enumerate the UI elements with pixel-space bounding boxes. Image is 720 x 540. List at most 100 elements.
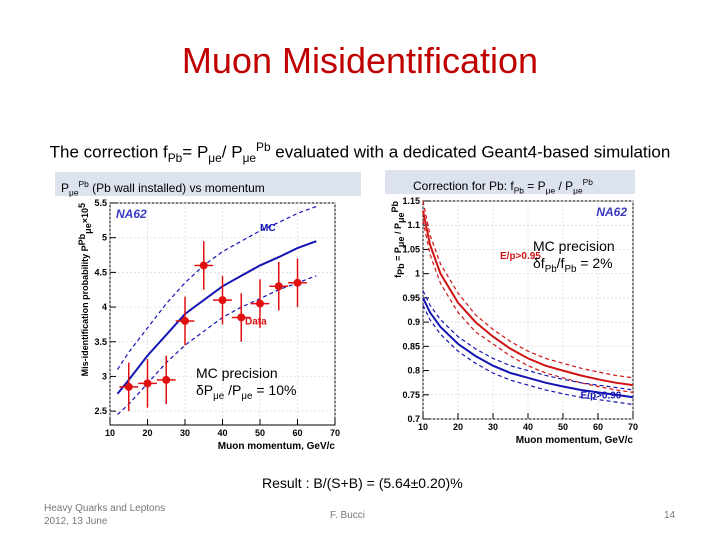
chart0-data-point <box>218 296 227 305</box>
chart1-y-tick-label: 0.8 <box>407 366 420 376</box>
chart0-data-point <box>124 382 133 391</box>
mc-note-right-formula: δfPb/fPb = 2% <box>533 255 613 275</box>
chart0-mc-label: MC <box>260 223 276 234</box>
chart1-y-tick-label: 0.7 <box>407 414 420 424</box>
chart0-data-label: Data <box>245 316 267 327</box>
chart0-x-tick-label: 50 <box>255 428 265 438</box>
chart1-series-line <box>422 304 634 406</box>
chart0-x-tick-label: 60 <box>292 428 302 438</box>
chart0-y-axis-label-part: Pb <box>77 233 87 245</box>
chart1-series-line <box>422 297 634 399</box>
chart1-x-tick-label: 60 <box>593 422 603 432</box>
subtitle-sub-2: μe <box>208 151 222 166</box>
chart1-ep095-label: E/p>0.95 <box>500 251 541 262</box>
chart0-y-axis-label-part: ×10 <box>80 208 90 223</box>
chart1-x-tick-label: 20 <box>453 422 463 432</box>
result-text: Result : B/(S+B) = (5.64±0.20)% <box>262 475 463 491</box>
chart0-data-point <box>162 375 171 384</box>
chart1-y-tick-label: 0.75 <box>402 390 420 400</box>
subtitle-text-1: The correction f <box>49 142 168 162</box>
chart0-y-tick-label: 3 <box>102 371 107 381</box>
chart1-experiment-label: NA62 <box>596 205 627 219</box>
chart0-y-tick-label: 3.5 <box>94 337 107 347</box>
chart1-y-tick-label: 0.85 <box>402 341 420 351</box>
chart0-data-point <box>237 313 246 322</box>
right-label-text-2: = P <box>523 179 546 193</box>
chart1-series-line <box>422 220 634 393</box>
chart1-series-line <box>422 200 634 379</box>
chart0-y-axis-label-part: Mis-identification probability P <box>80 245 90 376</box>
slide-title: Muon Misidentification <box>181 40 539 81</box>
chart0-y-axis-label-part: 5 <box>77 203 87 208</box>
chart1-ep090-label: E/p>0.90 <box>581 391 622 402</box>
chart0-x-axis-label: Muon momentum, GeV/c <box>218 441 336 450</box>
right-label-sub-2: μe <box>545 185 556 196</box>
chart0-y-tick-label: 5 <box>102 233 107 243</box>
chart1-x-tick-label: 30 <box>488 422 498 432</box>
chart1-y-axis-label-part: Pb <box>396 263 406 275</box>
chart0-series-line <box>117 275 317 416</box>
right-label-text-3: / P <box>555 179 574 193</box>
chart1-x-axis-label: Muon momentum, GeV/c <box>516 435 634 446</box>
chart1-y-axis-label-part: / P <box>393 223 403 237</box>
right-label-sup: Pb <box>582 177 593 187</box>
chart1-y-tick-label: 0.95 <box>402 293 420 303</box>
chart0-series-line <box>116 240 317 395</box>
footer-event-line1: Heavy Quarks and Leptons <box>44 503 166 514</box>
chart0-y-axis-label-part: μe <box>83 223 93 234</box>
chart0-y-tick-label: 4 <box>102 302 107 312</box>
mc-precision-note-left: MC precision δPμe /Pμe = 10% <box>196 365 296 405</box>
mc-precision-note-right: MC precision δfPb/fPb = 2% <box>533 238 615 278</box>
chart0-y-tick-label: 5.5 <box>94 198 107 208</box>
chart0-y-tick-label: 4.5 <box>94 267 107 277</box>
chart0-x-tick-label: 40 <box>217 428 227 438</box>
left-label-rest: (Pb wall installed) vs momentum <box>88 181 265 195</box>
chart0-y-tick-label: 2.5 <box>94 406 107 416</box>
mc-note-left-title: MC precision <box>196 365 278 381</box>
chart0-x-tick-label: 20 <box>142 428 152 438</box>
mc-note-right-title: MC precision <box>533 238 615 254</box>
chart1-y-tick-label: 0.9 <box>407 317 420 327</box>
mc-note-left-formula: δPμe /Pμe = 10% <box>196 382 297 402</box>
slide-subtitle: The correction fPb= Pμe/ PμePb evaluated… <box>0 140 720 165</box>
page-number: 14 <box>664 510 676 521</box>
chart1-y-axis-label: fPb = Pμe / PμePb <box>390 201 406 278</box>
chart0-data-point <box>143 379 152 388</box>
left-label-sup: Pb <box>78 179 89 189</box>
chart0-x-tick-label: 70 <box>330 428 340 438</box>
left-label-p: P <box>61 181 70 195</box>
right-label-text-1: Correction for Pb: f <box>413 179 514 193</box>
left-plot-label: PμePb (Pb wall installed) vs momentum <box>55 172 361 198</box>
subtitle-text-3: / P <box>221 142 243 162</box>
subtitle-text-4: evaluated with a dedicated Geant4-based … <box>270 142 671 162</box>
chart1-x-tick-label: 40 <box>523 422 533 432</box>
right-chart: 10 20 30 40 50 60 70 0.7 0.75 0.8 0.85 0.9 0.95 1 1.05… <box>390 196 638 446</box>
chart1-y-axis-label-part: = P <box>393 247 403 263</box>
chart0-y-axis-label: Mis-identification probability PPbμe×105 <box>77 203 93 376</box>
subtitle-sup-1: Pb <box>256 140 271 154</box>
chart1-y-axis-label-part: μe <box>396 237 406 248</box>
right-plot-label: Correction for Pb: fPb = Pμe / PμePb <box>385 170 635 196</box>
left-label-sub: μe <box>69 187 79 198</box>
chart0-series-line <box>116 205 317 370</box>
chart0-experiment-label: NA62 <box>116 207 147 221</box>
chart1-y-tick-label: 1.05 <box>402 244 420 254</box>
chart0-data-point <box>293 278 302 287</box>
chart1-x-tick-label: 10 <box>418 422 428 432</box>
right-label-sub-1: Pb <box>513 185 524 196</box>
subtitle-text-2: = P <box>182 142 209 162</box>
chart0-data-point <box>256 299 264 308</box>
subtitle-sub-3: μe <box>242 151 257 166</box>
chart0-data-point <box>274 282 283 291</box>
footer-event: Heavy Quarks and Leptons 2012, 13 June <box>44 502 165 528</box>
chart1-y-axis-label-part: μe <box>396 213 406 224</box>
chart1-series-line <box>422 210 634 387</box>
chart0-data-point <box>199 261 208 270</box>
chart0-data-point <box>181 316 189 325</box>
subtitle-sub-1: Pb <box>167 151 183 166</box>
chart1-series-line <box>422 290 634 391</box>
chart1-y-tick-label: 1.1 <box>407 220 420 230</box>
footer-author: F. Bucci <box>330 510 366 521</box>
chart1-y-tick-label: 1.15 <box>402 196 420 206</box>
chart1-y-tick-label: 1 <box>415 269 420 279</box>
